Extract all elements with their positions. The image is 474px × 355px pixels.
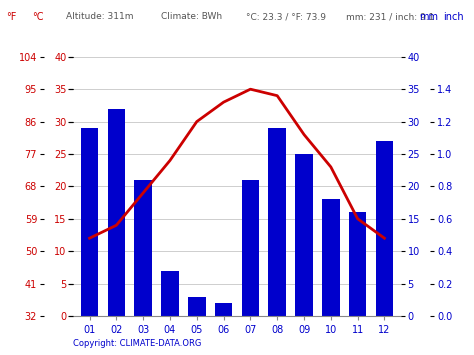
Text: °C: °C bbox=[32, 12, 44, 22]
Text: mm: 231 / inch: 9.1: mm: 231 / inch: 9.1 bbox=[346, 12, 434, 21]
Text: inch: inch bbox=[443, 12, 464, 22]
Bar bbox=[108, 109, 125, 316]
Text: Altitude: 311m: Altitude: 311m bbox=[66, 12, 134, 21]
Text: Copyright: CLIMATE-DATA.ORG: Copyright: CLIMATE-DATA.ORG bbox=[73, 339, 202, 348]
Bar bbox=[295, 154, 313, 316]
Bar bbox=[242, 180, 259, 316]
Bar bbox=[349, 212, 366, 316]
Bar bbox=[376, 141, 393, 316]
Bar bbox=[81, 128, 98, 316]
Bar bbox=[215, 303, 232, 316]
Text: °C: 23.3 / °F: 73.9: °C: 23.3 / °F: 73.9 bbox=[246, 12, 327, 21]
Text: mm: mm bbox=[419, 12, 438, 22]
Text: °F: °F bbox=[6, 12, 17, 22]
Bar bbox=[161, 271, 179, 316]
Bar bbox=[135, 180, 152, 316]
Bar bbox=[268, 128, 286, 316]
Bar bbox=[188, 296, 206, 316]
Bar bbox=[322, 200, 339, 316]
Text: Climate: BWh: Climate: BWh bbox=[161, 12, 222, 21]
